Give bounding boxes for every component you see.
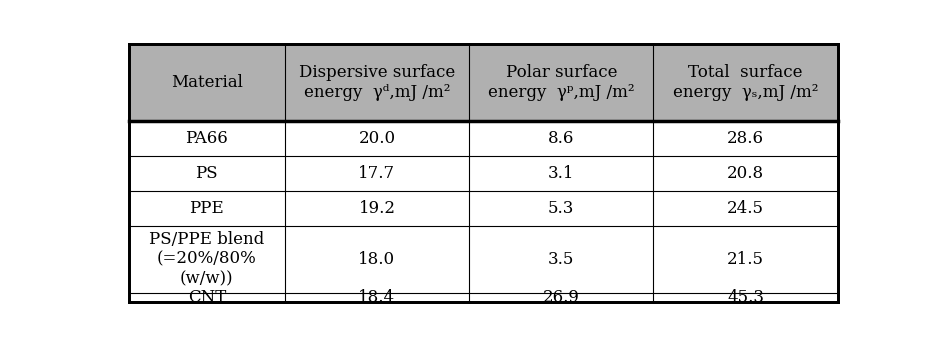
- Text: PPE: PPE: [190, 200, 224, 217]
- Text: PA66: PA66: [186, 130, 228, 147]
- Text: 45.3: 45.3: [727, 289, 764, 306]
- Text: 24.5: 24.5: [727, 200, 764, 217]
- Bar: [129, 293, 285, 302]
- Bar: [653, 293, 837, 302]
- Text: Material: Material: [171, 74, 242, 91]
- Text: 20.8: 20.8: [727, 165, 764, 182]
- Text: 3.1: 3.1: [548, 165, 574, 182]
- Text: 18.4: 18.4: [358, 289, 395, 306]
- Text: Polar surface
energy  γᵖ,mJ /m²: Polar surface energy γᵖ,mJ /m²: [488, 64, 635, 101]
- Text: 26.9: 26.9: [543, 289, 580, 306]
- Text: 21.5: 21.5: [727, 251, 764, 268]
- Text: Total  surface
energy  γₛ,mJ /m²: Total surface energy γₛ,mJ /m²: [673, 64, 819, 101]
- Text: 19.2: 19.2: [358, 200, 395, 217]
- Text: PS: PS: [195, 165, 218, 182]
- Bar: [469, 293, 653, 302]
- Text: 17.7: 17.7: [358, 165, 395, 182]
- Text: 5.3: 5.3: [548, 200, 574, 217]
- Text: 8.6: 8.6: [548, 130, 574, 147]
- Text: CNT: CNT: [188, 289, 226, 306]
- Text: 28.6: 28.6: [727, 130, 764, 147]
- Bar: [285, 293, 469, 302]
- Text: 3.5: 3.5: [548, 251, 574, 268]
- Text: PS/PPE blend
(=20%/80%
(w/w)): PS/PPE blend (=20%/80% (w/w)): [149, 231, 264, 287]
- Text: Dispersive surface
energy  γᵈ,mJ /m²: Dispersive surface energy γᵈ,mJ /m²: [299, 64, 455, 101]
- Text: 18.0: 18.0: [358, 251, 395, 268]
- Text: 20.0: 20.0: [358, 130, 395, 147]
